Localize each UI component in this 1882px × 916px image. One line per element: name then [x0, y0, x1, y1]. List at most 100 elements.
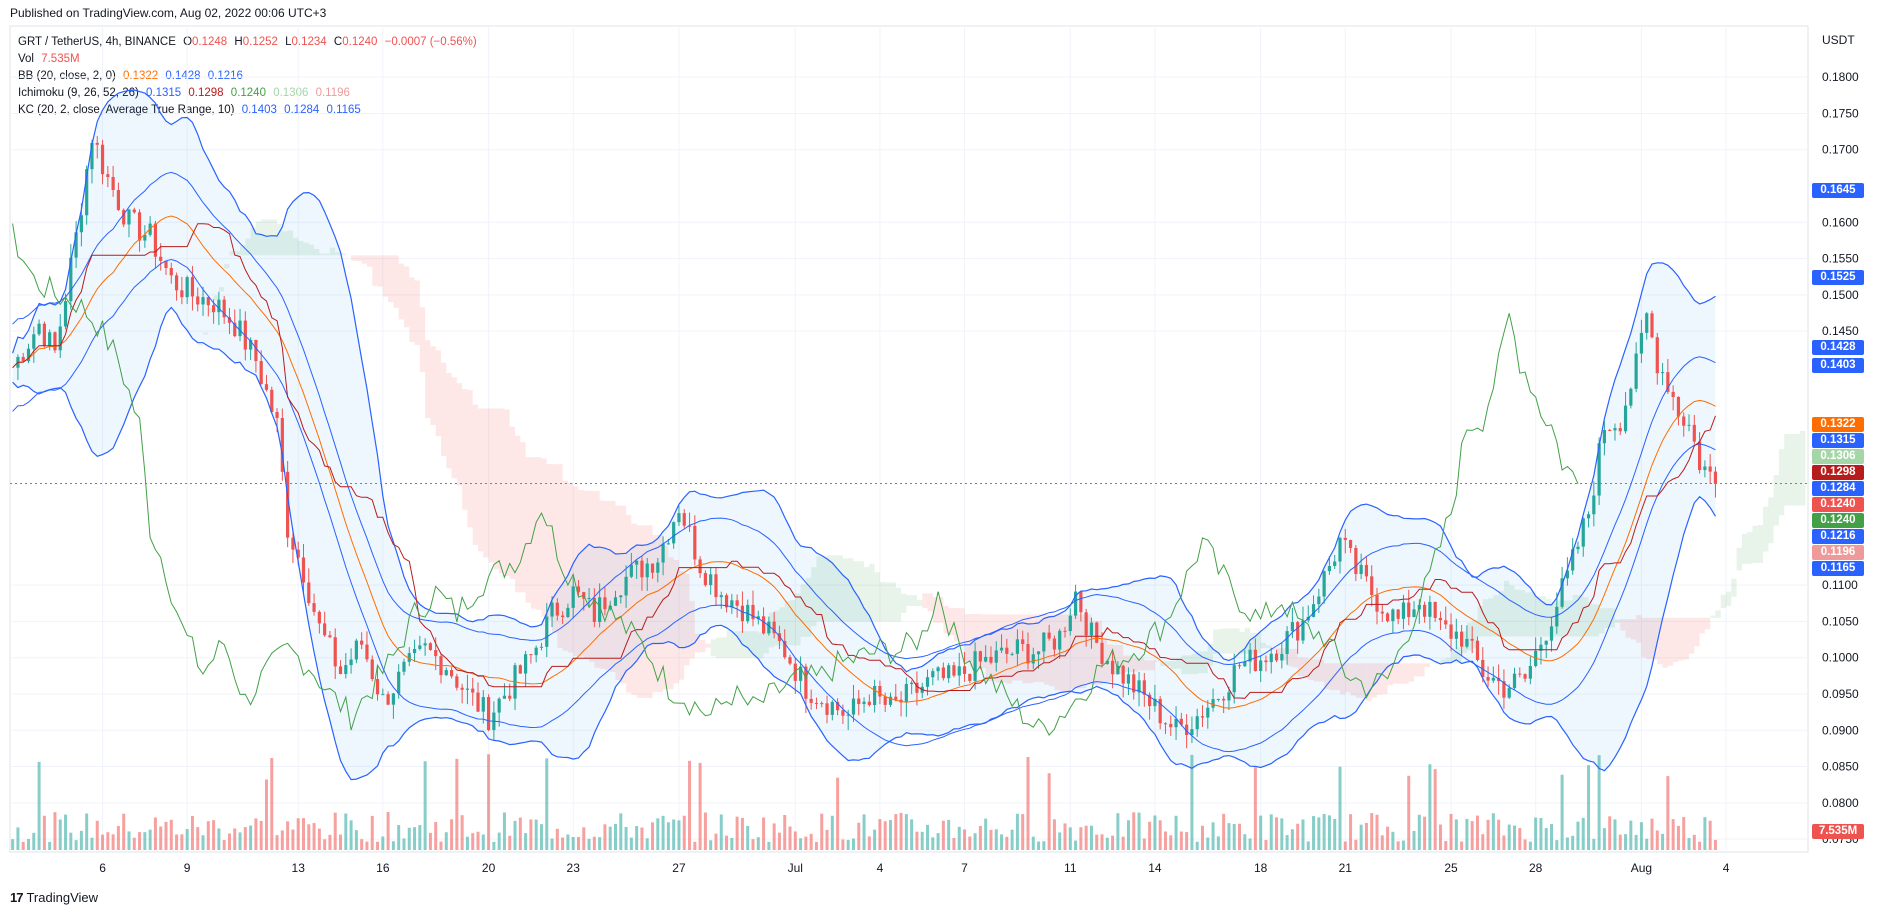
price-axis[interactable]: USDT 0.1800 0.1750 0.1700 0.1600 0.1550 0.1500… — [1822, 33, 1859, 846]
candle-body — [735, 600, 739, 606]
cloud-segment — [430, 346, 436, 426]
legend-ichimoku-label: Ichimoku (9, 26, 52, 26) — [18, 87, 139, 99]
price-tag: 0.1428 — [1812, 340, 1864, 356]
cloud-segment — [393, 255, 399, 308]
candle-body — [391, 693, 395, 705]
candle-body — [42, 323, 46, 346]
candle-body — [941, 667, 945, 679]
volume-bar — [476, 831, 480, 850]
cloud-segment — [631, 523, 637, 695]
volume-bar — [1095, 834, 1099, 850]
cloud-segment — [694, 633, 701, 653]
cloud-segment — [234, 250, 241, 256]
time-axis[interactable]: 6 9 13 16 20 23 27 Jul 4 7 11 14 18 21 25 28 Aug 4 — [99, 861, 1729, 875]
volume-bar — [259, 820, 263, 850]
candle-body — [1084, 612, 1088, 636]
candle-body — [1110, 660, 1115, 675]
cloud-segment — [1667, 617, 1674, 666]
volume-bar — [614, 823, 618, 850]
candle-body — [85, 169, 89, 216]
cloud-segment — [652, 535, 658, 693]
kc-lower-line — [12, 258, 1716, 753]
cloud-segment — [398, 263, 404, 320]
volume-bar — [312, 823, 316, 850]
cloud-segment — [1287, 648, 1293, 667]
volume-bar — [1238, 823, 1242, 850]
cloud-segment — [435, 350, 441, 437]
cloud-segment — [1117, 644, 1124, 675]
volume-bar — [301, 818, 305, 850]
cloud-segment — [779, 607, 785, 646]
cloud-segment — [1689, 617, 1695, 654]
candle-body — [1036, 651, 1041, 655]
volume-bar — [185, 829, 189, 850]
volume-bar — [1116, 813, 1120, 850]
cloud-segment — [922, 593, 928, 609]
candle-body — [275, 412, 279, 418]
volume-bar — [1354, 839, 1358, 850]
candle-body — [116, 190, 121, 210]
candle-body — [772, 621, 776, 634]
candle-body — [962, 666, 967, 674]
candle-body — [862, 701, 866, 705]
candle-body — [106, 174, 110, 178]
candle-body — [1412, 609, 1416, 618]
volume-bar — [1491, 813, 1495, 850]
volume-bar — [381, 836, 385, 850]
volume-bar — [1391, 831, 1395, 850]
volume-tag: 7.535M — [1812, 824, 1864, 839]
cloud-segment — [932, 596, 939, 623]
cloud-segment — [996, 614, 1002, 683]
volume-bar — [1534, 817, 1538, 850]
volume-bar — [1602, 828, 1606, 850]
candle-body — [412, 648, 417, 654]
cloud-segment — [1276, 648, 1282, 655]
volume-bar — [180, 834, 184, 850]
volume-bar — [730, 837, 734, 850]
volume-bar — [143, 832, 147, 850]
candle-body — [925, 677, 930, 687]
volume-bar — [841, 839, 845, 850]
candle-body — [571, 586, 575, 608]
cloud-segment — [927, 593, 933, 612]
candle-body — [217, 299, 221, 313]
volume-bar — [1613, 819, 1617, 850]
volume-bar — [714, 833, 718, 850]
volume-bar — [1089, 825, 1093, 850]
cloud-segment — [578, 490, 584, 657]
cloud-segment — [409, 277, 415, 343]
tradingview-logo[interactable]: 17 TradingView — [10, 890, 98, 905]
candle-body — [58, 326, 62, 351]
volume-bar — [122, 813, 126, 850]
volume-bar — [1015, 813, 1019, 850]
cloud-segment — [604, 500, 611, 670]
candle-body — [1396, 609, 1400, 619]
cloud-segment — [1191, 653, 1198, 675]
volume-bar — [1068, 827, 1072, 850]
volume-bar — [1185, 832, 1189, 850]
cloud-segment — [1641, 617, 1647, 658]
volume-bar — [1597, 755, 1601, 850]
candle-body — [809, 698, 813, 703]
volume-bar — [862, 814, 866, 850]
cloud-segment — [388, 255, 394, 303]
candle-body — [761, 616, 766, 634]
cloud-segment — [1176, 658, 1182, 669]
candle-body — [1623, 405, 1628, 432]
candle-body — [238, 320, 242, 337]
cloud-segment — [366, 255, 373, 267]
candle-body — [1682, 416, 1686, 426]
cloud-segment — [478, 408, 484, 552]
cloud-segment — [1022, 614, 1028, 684]
cloud-segment — [763, 622, 769, 654]
volume-bar — [238, 832, 242, 850]
candle-body — [973, 651, 977, 681]
cloud-segment — [1265, 645, 1272, 649]
candle-body — [555, 602, 559, 616]
candle-body — [1565, 570, 1569, 579]
volume-bar — [222, 839, 226, 850]
cloud-segment — [1054, 614, 1060, 691]
candle-body — [1539, 644, 1543, 651]
candle-body — [386, 694, 390, 705]
